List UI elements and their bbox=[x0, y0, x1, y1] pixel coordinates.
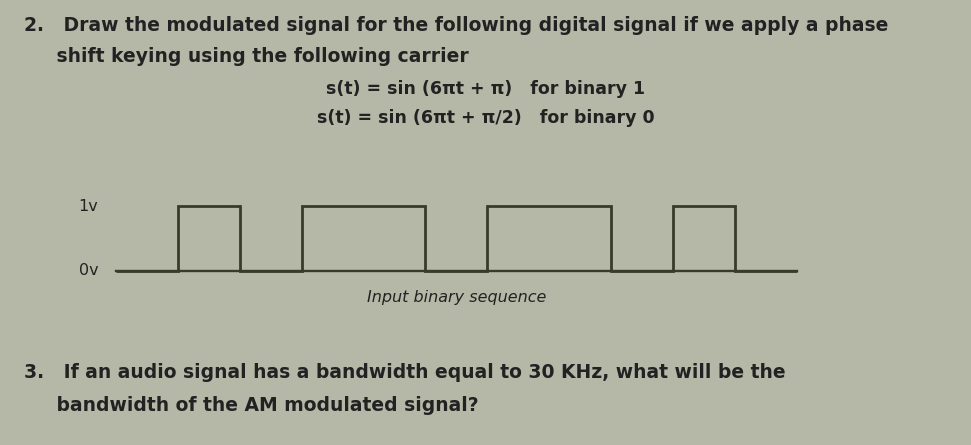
Text: s(t) = sin (6πt + π/2)   for binary 0: s(t) = sin (6πt + π/2) for binary 0 bbox=[317, 109, 654, 127]
Text: bandwidth of the AM modulated signal?: bandwidth of the AM modulated signal? bbox=[24, 396, 479, 415]
Text: 3.   If an audio signal has a bandwidth equal to 30 KHz, what will be the: 3. If an audio signal has a bandwidth eq… bbox=[24, 363, 786, 382]
Text: 1v: 1v bbox=[79, 198, 98, 214]
Text: 2.   Draw the modulated signal for the following digital signal if we apply a ph: 2. Draw the modulated signal for the fol… bbox=[24, 16, 888, 35]
Text: 0v: 0v bbox=[79, 263, 98, 279]
Text: s(t) = sin (6πt + π)   for binary 1: s(t) = sin (6πt + π) for binary 1 bbox=[326, 80, 645, 98]
Text: shift keying using the following carrier: shift keying using the following carrier bbox=[24, 47, 469, 66]
Text: Input binary sequence: Input binary sequence bbox=[367, 291, 546, 305]
